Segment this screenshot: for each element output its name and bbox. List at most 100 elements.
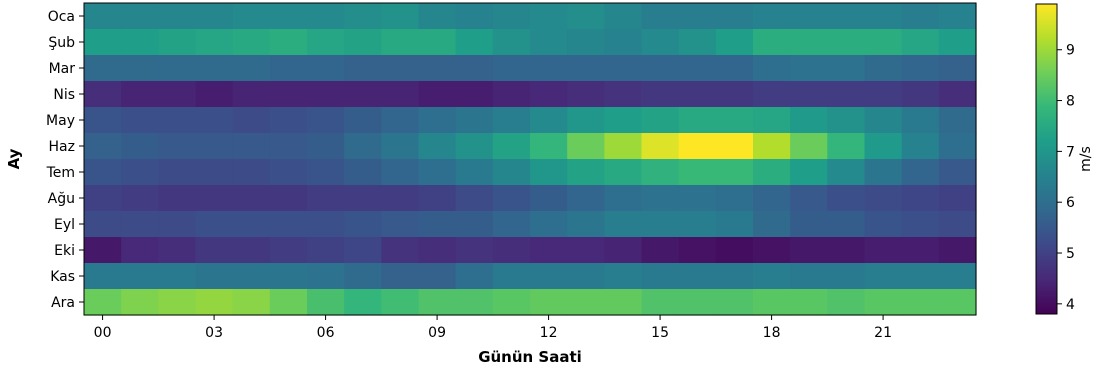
heatmap-cell xyxy=(678,211,717,238)
heatmap-cell xyxy=(715,159,754,186)
heatmap-cell xyxy=(567,185,605,212)
heatmap-cell xyxy=(232,237,271,264)
heatmap-cell xyxy=(195,211,234,238)
heatmap-cell xyxy=(864,133,903,160)
heatmap-cell xyxy=(678,107,717,134)
heatmap-cell xyxy=(678,237,717,264)
heatmap-cell xyxy=(344,133,382,160)
heatmap-cell xyxy=(901,159,940,186)
x-tick-label: 15 xyxy=(651,325,669,341)
heatmap-cell xyxy=(678,3,717,30)
heatmap-cell xyxy=(381,133,420,160)
heatmap-cell xyxy=(455,185,494,212)
heatmap-cell xyxy=(827,263,866,290)
heatmap-cell xyxy=(753,81,791,108)
heatmap-cell xyxy=(641,133,680,160)
heatmap-cell xyxy=(84,133,122,160)
heatmap-cell xyxy=(567,3,605,30)
heatmap-cell xyxy=(938,263,977,290)
heatmap-cell xyxy=(492,133,531,160)
heatmap-cell xyxy=(307,81,345,108)
heatmap-cell xyxy=(121,81,159,108)
heatmap-cell xyxy=(827,55,866,82)
heatmap-cell xyxy=(827,289,866,316)
heatmap-cell xyxy=(715,185,754,212)
x-axis-ticks: 00 03 06 09 12 15 18 21 xyxy=(94,315,892,341)
heatmap-cell xyxy=(121,211,159,238)
heatmap-cell xyxy=(418,237,457,264)
heatmap-cell xyxy=(232,185,271,212)
heatmap-cell xyxy=(232,289,271,316)
heatmap-cell xyxy=(307,107,345,134)
heatmap-cell xyxy=(232,29,271,56)
heatmap-cell xyxy=(307,159,345,186)
heatmap-cell xyxy=(567,81,605,108)
heatmap-cell xyxy=(84,55,122,82)
heatmap-cell xyxy=(195,159,234,186)
heatmap-cell xyxy=(158,159,197,186)
heatmap-cell xyxy=(567,159,605,186)
heatmap-cell xyxy=(418,211,457,238)
heatmap-cell xyxy=(84,107,122,134)
heatmap-cell xyxy=(604,29,643,56)
heatmap-cell xyxy=(492,185,531,212)
heatmap-cell xyxy=(455,159,494,186)
heatmap-cell xyxy=(269,289,308,316)
heatmap-cell xyxy=(641,55,680,82)
heatmap-cell xyxy=(938,81,977,108)
heatmap-cell xyxy=(418,107,457,134)
heatmap-cell xyxy=(938,159,977,186)
heatmap-cell xyxy=(715,133,754,160)
heatmap-cell xyxy=(938,289,977,316)
heatmap-cell xyxy=(678,185,717,212)
heatmap-cell xyxy=(84,29,122,56)
heatmap-cell xyxy=(344,3,382,30)
heatmap-cell xyxy=(827,237,866,264)
heatmap-cell xyxy=(604,133,643,160)
heatmap-cell xyxy=(381,55,420,82)
y-tick-label: Tem xyxy=(46,165,75,181)
heatmap-cell xyxy=(232,81,271,108)
heatmap-cell xyxy=(307,185,345,212)
heatmap-cell xyxy=(455,211,494,238)
heatmap-cell xyxy=(790,185,828,212)
heatmap-cell xyxy=(195,81,234,108)
heatmap-cell xyxy=(827,107,866,134)
heatmap-cell xyxy=(827,211,866,238)
y-tick-label: May xyxy=(46,113,75,129)
heatmap-cell xyxy=(715,107,754,134)
heatmap-cell xyxy=(232,159,271,186)
heatmap-cell xyxy=(938,3,977,30)
heatmap-cell xyxy=(232,263,271,290)
heatmap-cell xyxy=(530,159,568,186)
heatmap-cell xyxy=(604,289,643,316)
x-tick-label: 12 xyxy=(540,325,558,341)
heatmap-cell xyxy=(567,237,605,264)
heatmap-cell xyxy=(158,211,197,238)
heatmap-cell xyxy=(678,29,717,56)
heatmap-cell xyxy=(344,81,382,108)
y-tick-label: Şub xyxy=(48,35,75,51)
heatmap-cell xyxy=(307,133,345,160)
heatmap-cell xyxy=(530,55,568,82)
heatmap-cell xyxy=(790,29,828,56)
heatmap-cell xyxy=(530,263,568,290)
heatmap-cell xyxy=(381,289,420,316)
heatmap-cell xyxy=(455,3,494,30)
heatmap-cell xyxy=(269,107,308,134)
heatmap-cell xyxy=(678,133,717,160)
heatmap-cell xyxy=(827,29,866,56)
heatmap-cell xyxy=(753,55,791,82)
heatmap-cell xyxy=(455,237,494,264)
heatmap-cell xyxy=(938,211,977,238)
heatmap-cell xyxy=(790,55,828,82)
heatmap-cell xyxy=(530,211,568,238)
heatmap-cell xyxy=(158,3,197,30)
x-tick-label: 06 xyxy=(317,325,335,341)
heatmap-cell xyxy=(678,289,717,316)
heatmap-cell xyxy=(269,237,308,264)
heatmap-cell xyxy=(604,55,643,82)
heatmap-cell xyxy=(195,3,234,30)
heatmap-cell xyxy=(753,133,791,160)
